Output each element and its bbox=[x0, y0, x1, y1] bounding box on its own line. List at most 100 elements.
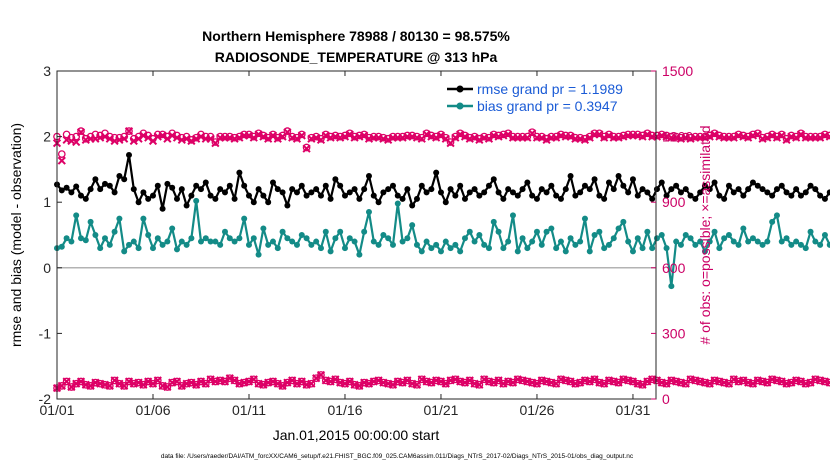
series-point bbox=[269, 179, 276, 186]
series-point bbox=[399, 238, 406, 245]
series-point bbox=[500, 245, 507, 252]
series-point bbox=[812, 238, 819, 245]
series-point bbox=[106, 182, 113, 189]
obs-low-possible-marker bbox=[475, 380, 484, 389]
series-point bbox=[221, 228, 228, 235]
obs-low-possible-marker bbox=[552, 379, 561, 388]
obs-low-assimilated-marker bbox=[187, 378, 196, 387]
series-point bbox=[610, 235, 617, 242]
obs-assimilated-marker-stroke bbox=[163, 134, 172, 143]
series-point bbox=[77, 192, 84, 199]
obs-low-assimilated-marker-stroke bbox=[288, 376, 297, 385]
legend: rmse grand pr = 1.1989 bias grand pr = 0… bbox=[444, 78, 651, 114]
obs-low-possible-marker bbox=[163, 383, 172, 391]
obs-assimilated-marker-stroke bbox=[297, 131, 306, 140]
series-point bbox=[740, 192, 747, 199]
series-point bbox=[538, 186, 545, 193]
obs-assimilated-marker bbox=[321, 131, 330, 140]
series-point bbox=[581, 215, 588, 222]
series-point bbox=[476, 192, 483, 199]
series-point bbox=[260, 192, 267, 199]
obs-low-assimilated-marker-stroke bbox=[585, 377, 594, 386]
obs-assimilated-marker bbox=[57, 156, 66, 165]
y-tick-label: 1 bbox=[43, 194, 51, 210]
series-point bbox=[725, 232, 732, 238]
legend-marker-bias bbox=[456, 102, 464, 110]
obs-assimilated-marker bbox=[456, 130, 465, 139]
series-point bbox=[754, 182, 761, 189]
series-point bbox=[313, 238, 320, 245]
series-point bbox=[346, 235, 353, 242]
series-point bbox=[548, 182, 555, 189]
series-point bbox=[596, 192, 603, 199]
series-point bbox=[802, 245, 809, 252]
obs-assimilated-marker bbox=[552, 133, 561, 142]
series-point bbox=[197, 186, 204, 193]
obs-assimilated-marker bbox=[768, 131, 777, 140]
series-point bbox=[241, 215, 248, 222]
obs-assimilated-marker bbox=[504, 130, 513, 139]
series-point bbox=[677, 189, 684, 196]
obs-low-possible-marker bbox=[105, 382, 114, 390]
obs-possible-marker bbox=[283, 127, 292, 135]
series-point bbox=[433, 241, 440, 248]
series-point bbox=[620, 182, 627, 189]
series-point bbox=[207, 192, 214, 199]
series-point bbox=[87, 186, 94, 193]
obs-possible-marker bbox=[302, 143, 311, 152]
series-point bbox=[821, 195, 828, 202]
obs-possible-marker bbox=[528, 128, 537, 137]
series-point bbox=[716, 245, 723, 252]
obs-low-assimilated-marker bbox=[729, 375, 738, 384]
series-point bbox=[716, 192, 723, 199]
series-point bbox=[663, 192, 670, 199]
series-point bbox=[721, 235, 728, 242]
series-point bbox=[697, 189, 704, 196]
series-point bbox=[135, 245, 142, 252]
obs-low-possible-marker bbox=[153, 376, 162, 385]
x-tick-label: 01/16 bbox=[327, 402, 362, 418]
series-point bbox=[327, 248, 334, 255]
obs-low-assimilated-marker-stroke bbox=[259, 380, 268, 389]
series-point bbox=[173, 246, 180, 253]
obs-possible-marker bbox=[686, 133, 695, 142]
series-point bbox=[327, 195, 334, 202]
series-point bbox=[164, 180, 171, 187]
obs-assimilated-marker bbox=[340, 132, 350, 141]
series-point bbox=[481, 241, 488, 248]
obs-low-assimilated-marker-stroke bbox=[566, 377, 575, 386]
obs-low-assimilated-marker bbox=[292, 379, 302, 388]
series-point bbox=[778, 238, 785, 245]
obs-low-possible-marker bbox=[317, 371, 325, 379]
obs-assimilated-marker bbox=[484, 134, 494, 143]
obs-assimilated-marker-stroke bbox=[360, 131, 369, 140]
obs-low-assimilated-marker-stroke bbox=[115, 379, 124, 388]
obs-assimilated-marker-stroke bbox=[76, 128, 86, 137]
series-point bbox=[514, 192, 521, 199]
obs-assimilated-marker bbox=[100, 132, 110, 141]
series-point bbox=[394, 192, 401, 199]
series-point bbox=[92, 176, 99, 183]
obs-assimilated-marker bbox=[297, 131, 306, 140]
series-point bbox=[97, 245, 104, 252]
series-point bbox=[279, 228, 286, 235]
obs-low-assimilated-marker-stroke bbox=[652, 376, 662, 385]
obs-assimilated-marker-stroke bbox=[57, 156, 66, 165]
y2-tick-label: 900 bbox=[662, 194, 686, 210]
series-point bbox=[639, 245, 646, 252]
series-point bbox=[769, 192, 776, 199]
series-point bbox=[236, 235, 243, 242]
series-point bbox=[625, 189, 632, 196]
series-point bbox=[548, 225, 555, 232]
obs-assimilated-marker-stroke bbox=[710, 130, 719, 139]
series-point bbox=[668, 283, 675, 290]
obs-low-assimilated-marker bbox=[364, 379, 374, 388]
obs-assimilated-marker-stroke bbox=[705, 132, 714, 141]
series-point bbox=[437, 248, 444, 255]
chart-subtitle: RADIOSONDE_TEMPERATURE @ 313 hPa bbox=[215, 49, 498, 65]
series-point bbox=[409, 202, 416, 209]
y-tick-label: -1 bbox=[39, 325, 52, 341]
obs-low-assimilated-marker-stroke bbox=[489, 378, 498, 387]
series-point bbox=[212, 238, 219, 245]
series-point bbox=[773, 186, 780, 193]
